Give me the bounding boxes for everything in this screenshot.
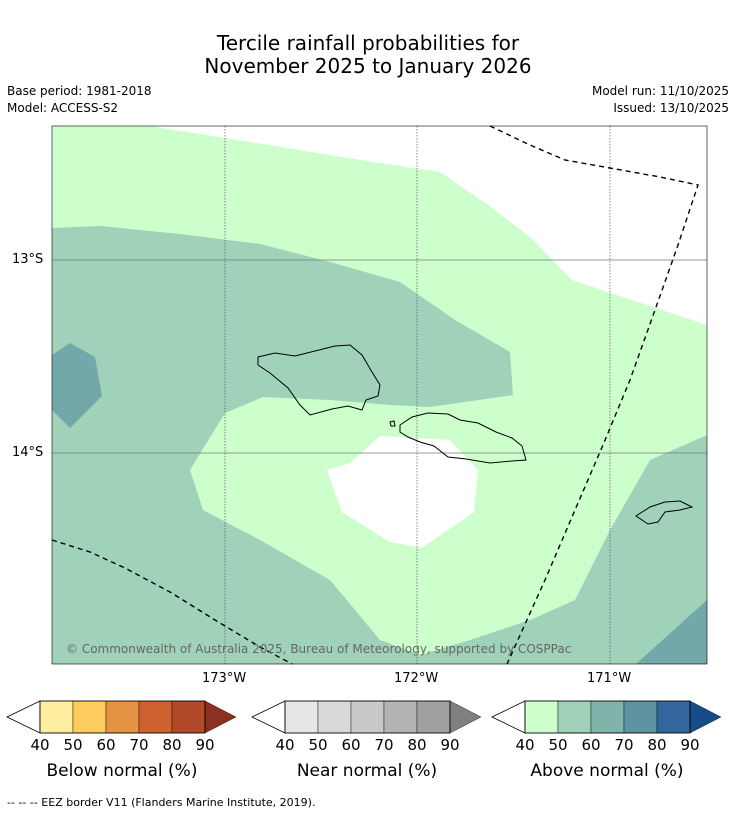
below-normal-title: Below normal (%) [46,761,198,781]
tick-label: 70 [614,736,634,754]
near-normal-swatch-50 [317,700,352,734]
region-above-50 [52,226,707,664]
above-normal-under-arrow [491,700,526,734]
below-normal-swatch-40 [39,700,74,734]
manono-island [389,420,396,427]
lat-label-14s: 14°S [12,445,44,460]
near-normal-swatch-60 [350,700,385,734]
region-above-60-west [52,343,102,428]
above-normal-swatch-60 [590,700,625,734]
upolu-island [399,412,527,464]
tick-label: 90 [195,736,215,754]
near-normal-title: Near normal (%) [296,761,438,781]
tick-label: 90 [680,736,700,754]
tick-label: 40 [515,736,535,754]
map-title-line2: November 2025 to January 2026 [204,54,532,78]
graticule [52,126,707,664]
tick-label: 50 [308,736,328,754]
copyright-notice: © Commonwealth of Australia 2025, Bureau… [66,642,571,656]
near-normal-colorbar [251,700,482,734]
model-run-label: Model run: 11/10/2025 [591,84,729,98]
tick-label: 80 [162,736,182,754]
above-normal-swatch-70 [623,700,658,734]
savaii-island [257,344,381,416]
issued-label: Issued: 13/10/2025 [613,101,729,115]
tutuila-island [635,500,694,525]
tick-label: 60 [581,736,601,754]
above-normal-colorbar [491,700,722,734]
eez-footnote: -- -- -- EEZ border V11 (Flanders Marine… [7,796,316,809]
coastlines [257,344,694,525]
tick-label: 40 [30,736,50,754]
above-normal-swatch-50 [557,700,592,734]
tick-label: 50 [548,736,568,754]
eez-border [51,125,699,665]
model-label: Model: ACCESS-S2 [7,101,119,115]
below-normal-over-arrow [204,700,237,734]
lon-label-173w: 173°W [202,671,247,686]
above-normal-title: Above normal (%) [530,761,684,781]
tick-label: 70 [129,736,149,754]
region-above-60-southeast [636,600,707,664]
region-no-signal-centre [327,436,478,548]
below-normal-swatch-70 [138,700,173,734]
region-no-signal-north [150,126,707,325]
base-period-label: Base period: 1981-2018 [7,84,152,98]
tick-label: 40 [275,736,295,754]
probability-field [52,126,707,664]
tick-label: 90 [440,736,460,754]
tick-label: 70 [374,736,394,754]
lon-label-172w: 172°W [394,671,439,686]
below-normal-under-arrow [6,700,41,734]
near-normal-swatch-70 [383,700,418,734]
above-normal-over-arrow [689,700,722,734]
map-frame [51,125,708,665]
above-normal-swatch-40 [524,700,559,734]
tick-label: 60 [341,736,361,754]
near-normal-swatch-80 [416,700,451,734]
lon-label-171w: 171°W [587,671,632,686]
above-normal-swatch-80 [656,700,691,734]
tick-label: 60 [96,736,116,754]
below-normal-swatch-80 [171,700,206,734]
map-title-line1: Tercile rainfall probabilities for [216,31,520,55]
tick-label: 80 [407,736,427,754]
tick-label: 80 [647,736,667,754]
below-normal-swatch-60 [105,700,140,734]
below-normal-colorbar [6,700,237,734]
near-normal-swatch-40 [284,700,319,734]
near-normal-over-arrow [449,700,482,734]
near-normal-under-arrow [251,700,286,734]
tick-label: 50 [63,736,83,754]
below-normal-swatch-50 [72,700,107,734]
lat-label-13s: 13°S [12,252,44,267]
